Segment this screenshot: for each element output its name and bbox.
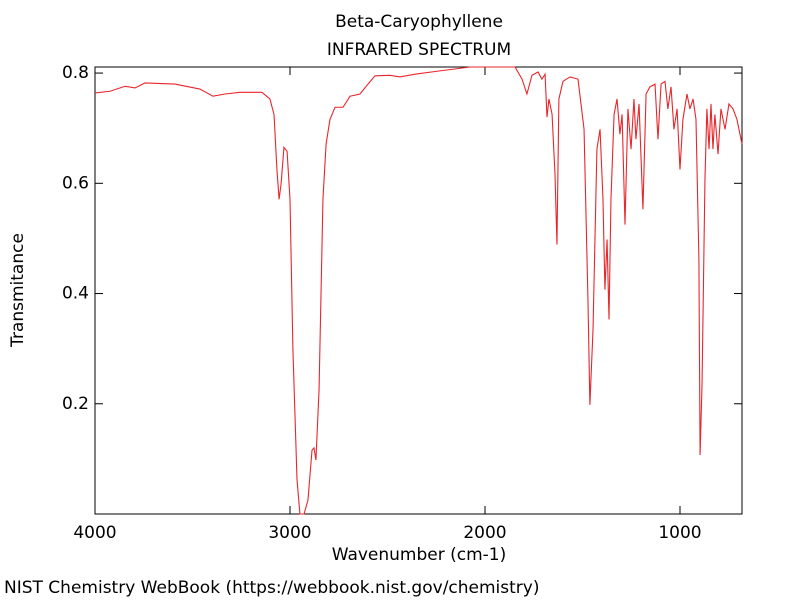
x-tick-label: 4000 [73,523,116,543]
x-tick-label: 3000 [268,523,311,543]
y-axis-label: Transmitance [8,233,28,348]
x-axis-label: Wavenumber (cm-1) [332,545,507,565]
x-tick-label: 2000 [463,523,506,543]
y-tick-label: 0.6 [62,173,89,193]
spectrum-line [94,66,743,515]
y-tick-label: 0.2 [62,394,89,414]
plot-frame [94,66,743,515]
x-tick-label: 1000 [658,523,701,543]
y-tick-label: 0.4 [62,284,89,304]
footer: NIST Chemistry WebBook (https://webbook.… [4,578,539,598]
chart-subtitle: INFRARED SPECTRUM [327,40,511,60]
y-tick-label: 0.8 [62,63,89,83]
chart-title: Beta-Caryophyllene [335,12,503,32]
